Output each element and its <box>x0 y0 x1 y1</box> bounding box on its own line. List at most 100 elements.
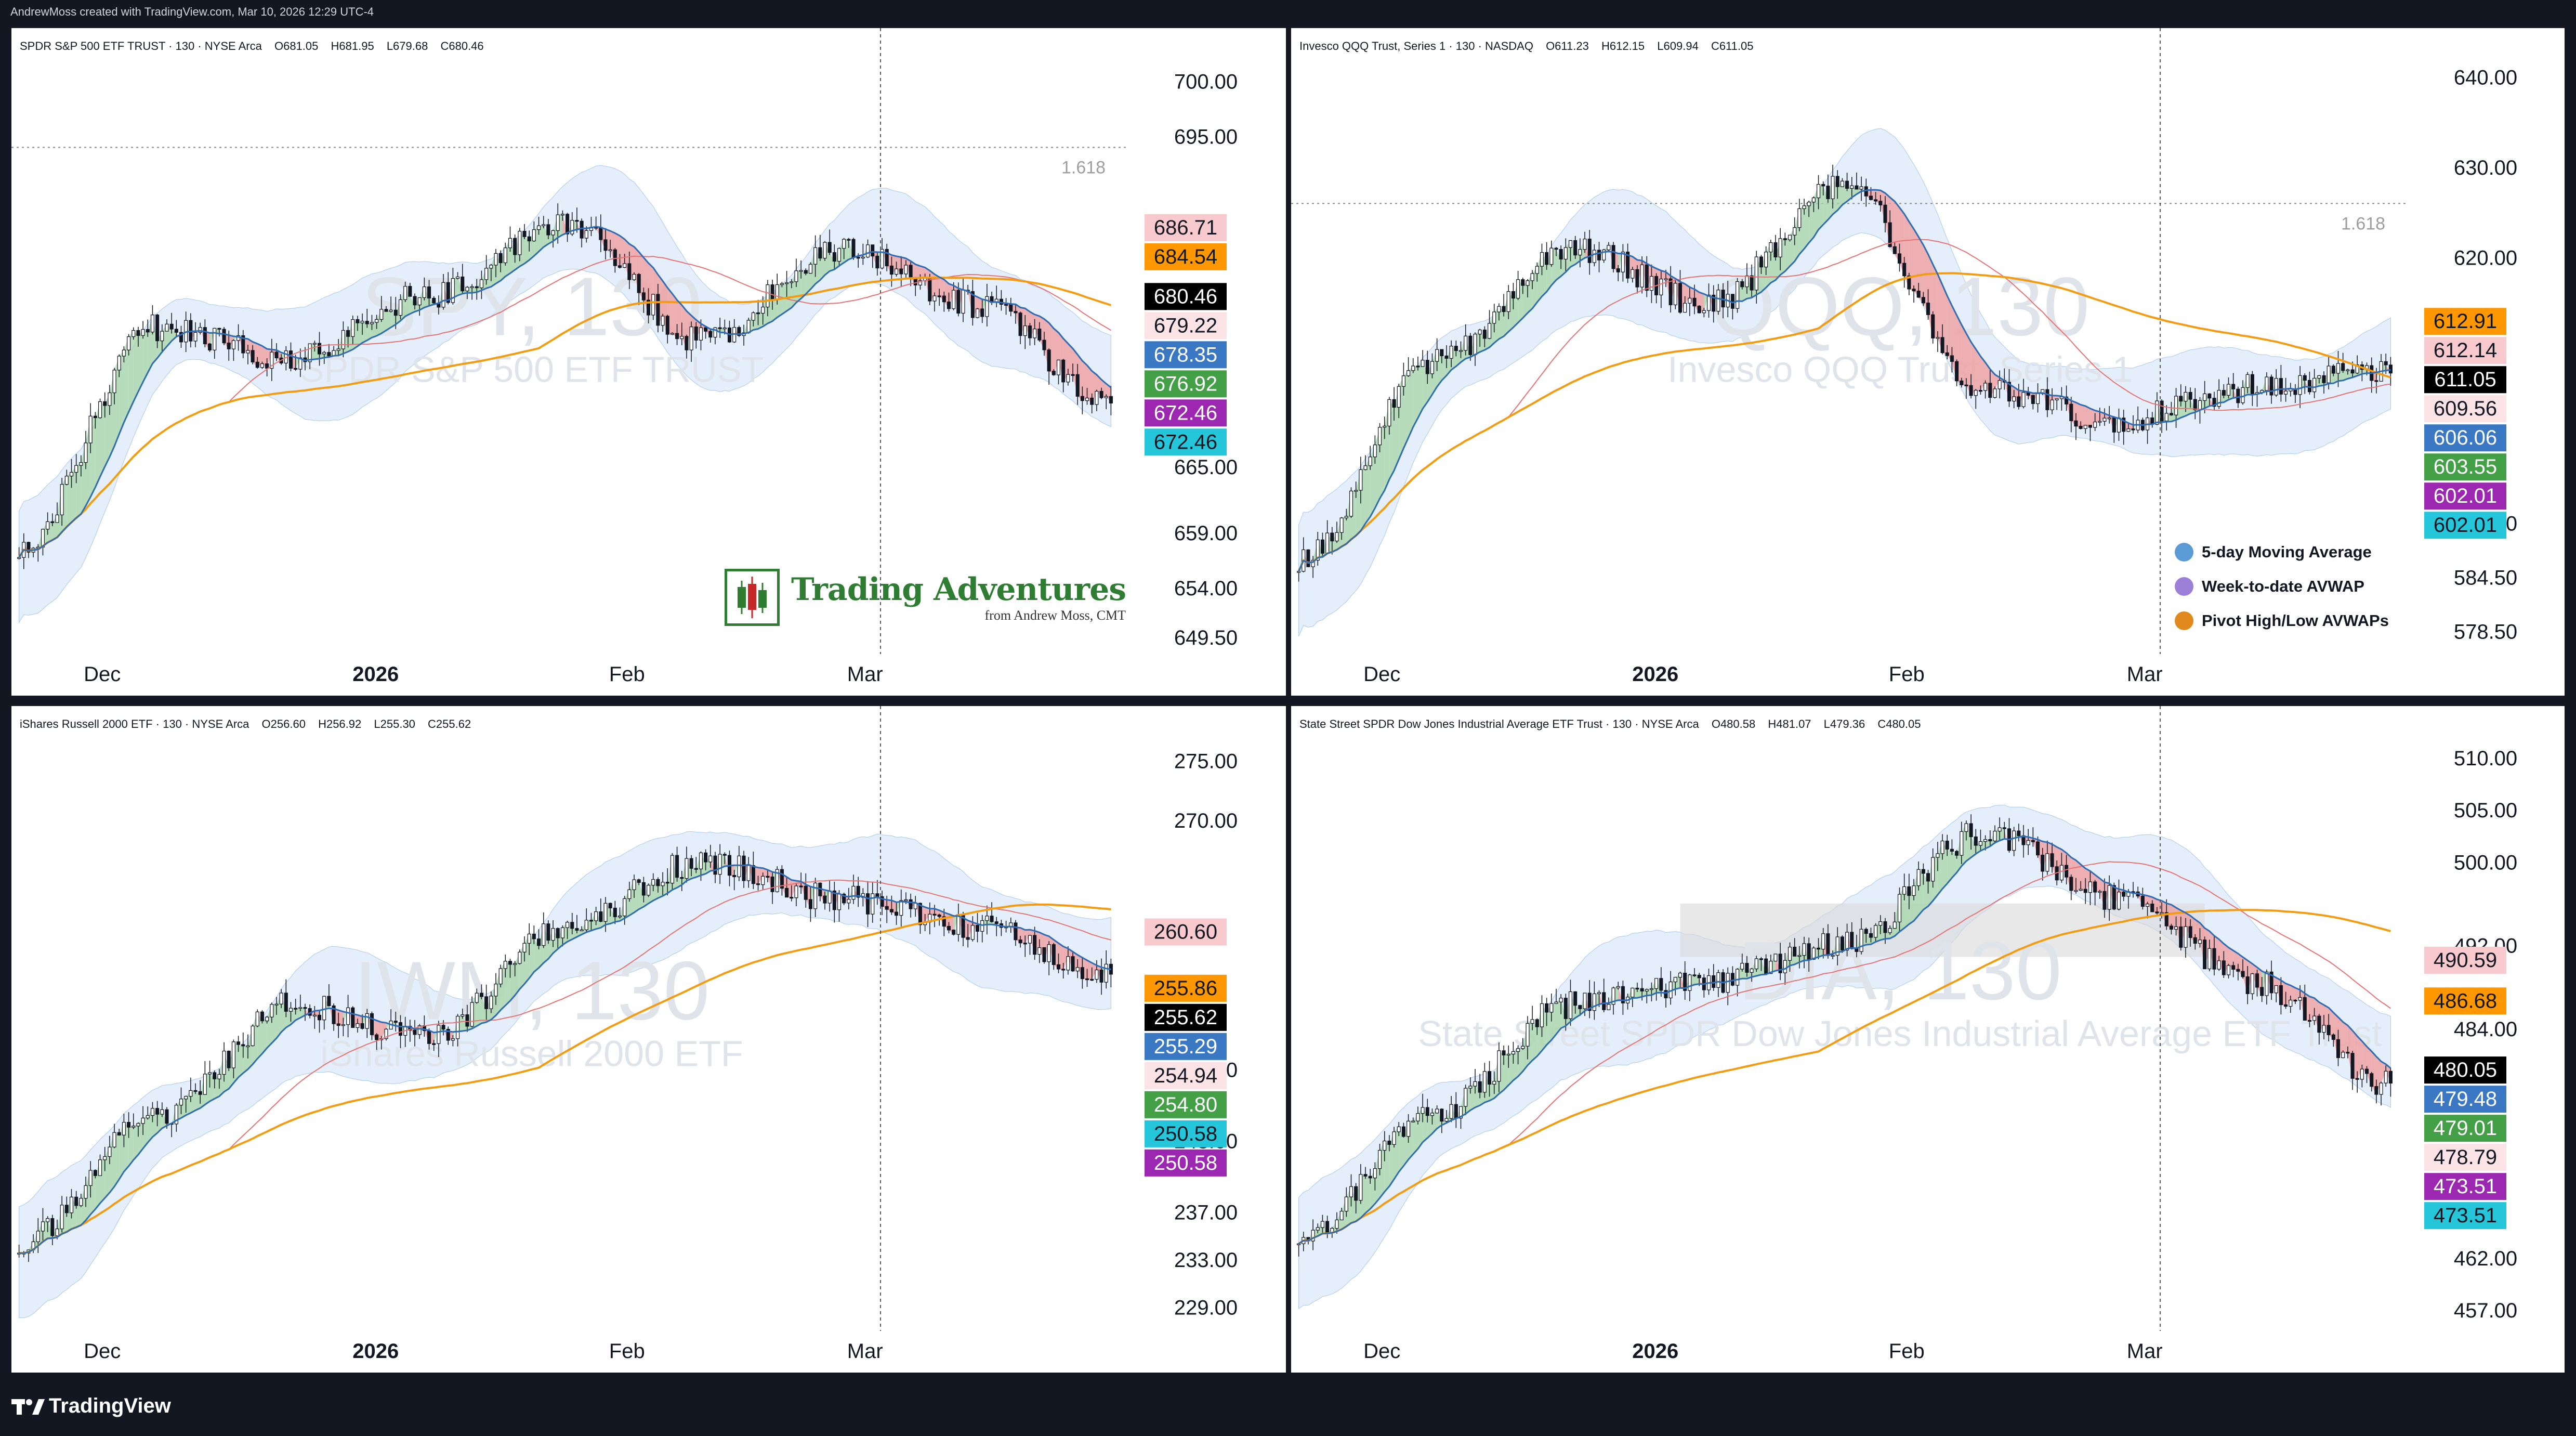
candle-body <box>1435 1108 1439 1114</box>
candle-body <box>1840 936 1844 951</box>
candle-body <box>1033 935 1037 955</box>
price-tag <box>2424 1056 2506 1084</box>
candle-body <box>1401 1126 1405 1137</box>
candle-body <box>150 1108 154 1116</box>
candle-body <box>1688 974 1692 991</box>
candle-body <box>136 330 140 336</box>
chart-panel-dia[interactable]: DIA, 130 State Street SPDR Dow Jones Indu… <box>1291 706 2565 1373</box>
candle-body <box>356 319 360 323</box>
candle-body <box>231 340 235 349</box>
candle-body <box>150 315 154 333</box>
candle-body <box>1607 245 1611 251</box>
trend-cloud <box>1847 186 1852 202</box>
price-tag-label: 255.29 <box>1154 1035 1217 1058</box>
candle-body <box>2098 421 2102 423</box>
candle-body <box>2236 969 2240 972</box>
candle-body <box>1716 972 1720 988</box>
candle-body <box>432 1043 436 1045</box>
candle-body <box>1311 1230 1315 1242</box>
candle-body <box>1978 841 1982 846</box>
ohlc-low: L479.36 <box>1823 717 1865 730</box>
candle-body <box>1750 275 1754 291</box>
candle-body <box>685 336 689 350</box>
trend-cloud <box>1092 371 1097 405</box>
price-tag <box>1145 1062 1227 1089</box>
trend-cloud <box>119 350 124 435</box>
candle-body <box>937 915 941 917</box>
candle-body <box>2217 960 2221 970</box>
price-tag-label: 606.06 <box>2434 426 2497 449</box>
chart-panel-qqq[interactable]: 1.618 QQQ, 130 Invesco QQQ Trust, Series 1… <box>1291 28 2565 696</box>
trend-cloud <box>529 934 534 978</box>
price-tag-label: 611.05 <box>2434 368 2496 391</box>
price-tag-label: 250.58 <box>1154 1152 1217 1174</box>
candle-body <box>1659 279 1663 295</box>
trend-cloud <box>181 320 186 342</box>
trend-cloud <box>1770 242 1776 283</box>
y-tick-label: 649.50 <box>1174 626 1238 649</box>
candle-body <box>165 1109 169 1124</box>
candle-body <box>875 893 879 897</box>
trend-cloud <box>214 1074 219 1099</box>
candle-body <box>1085 397 1089 401</box>
trend-cloud <box>534 938 539 972</box>
chart-panel-iwm[interactable]: IWM, 130 iShares Russell 2000 ETF 275.00 27… <box>11 706 1286 1373</box>
x-tick-label: Dec <box>1363 1340 1400 1363</box>
candle-body <box>980 920 984 932</box>
candle-body <box>823 242 827 259</box>
candle-body <box>265 363 269 369</box>
candle-body <box>1573 240 1578 256</box>
candle-body <box>1745 963 1749 973</box>
candle-body <box>994 921 998 924</box>
candle-body <box>117 1132 121 1135</box>
candle-body <box>880 249 884 269</box>
candle-body <box>1645 264 1649 291</box>
tradingview-logo[interactable]: TradingView <box>11 1394 171 1418</box>
candle-body <box>132 1126 136 1128</box>
candle-body <box>503 961 507 969</box>
candle-body <box>1061 359 1066 383</box>
trend-cloud <box>419 1025 425 1031</box>
candle-body <box>1387 399 1391 427</box>
indicator-legend: 5-day Moving Average Week-to-date AVWAP … <box>2175 543 2389 646</box>
candle-body <box>508 238 512 249</box>
candle-body <box>470 1002 474 1027</box>
trend-cloud <box>1914 229 1919 297</box>
trend-cloud <box>2085 868 2091 893</box>
candle-body <box>1683 972 1687 991</box>
trend-cloud <box>1082 361 1087 401</box>
trend-cloud <box>2381 1061 2386 1083</box>
chart-panel-spy[interactable]: 1.618 SPY, 130 SPDR S&P 500 ETF TRUST 700.0… <box>11 28 1286 696</box>
candle-body <box>1516 279 1520 299</box>
candle-body <box>217 328 221 330</box>
candle-body <box>2222 390 2226 396</box>
candle-body <box>1449 1104 1453 1119</box>
candle-body <box>909 899 913 909</box>
candle-body <box>1835 936 1839 956</box>
candle-body <box>1788 234 1792 240</box>
candle-body <box>808 264 812 274</box>
candle-body <box>1397 386 1401 408</box>
candle-body <box>98 401 102 419</box>
candle-body <box>575 928 579 931</box>
y-tick-label: 630.00 <box>2454 156 2517 179</box>
trend-cloud <box>1947 295 1952 362</box>
avwap-orange-line <box>19 903 1111 1255</box>
candle-body <box>918 280 922 285</box>
trend-cloud <box>262 346 267 369</box>
watermark-name: iShares Russell 2000 ETF <box>321 1034 743 1074</box>
trend-cloud <box>1556 998 1561 1035</box>
candle-body <box>1826 186 1830 200</box>
candle-body <box>494 984 498 997</box>
candle-body <box>689 858 693 869</box>
x-tick-label: Feb <box>609 663 645 686</box>
trend-cloud <box>2357 1036 2362 1079</box>
y-tick-label: 584.50 <box>2454 567 2517 590</box>
trend-cloud <box>572 928 577 939</box>
candle-body <box>885 249 889 267</box>
candle-body <box>1349 1186 1353 1197</box>
candle-body <box>1478 329 1482 335</box>
candle-body <box>2088 881 2092 893</box>
candle-body <box>722 327 727 330</box>
candle-body <box>69 1196 74 1213</box>
